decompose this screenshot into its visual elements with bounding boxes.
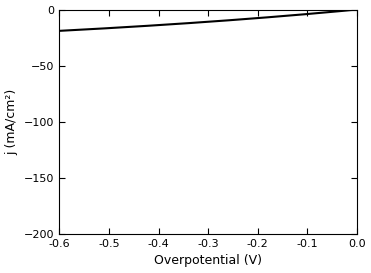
- Y-axis label: j (mA/cm²): j (mA/cm²): [6, 89, 19, 155]
- X-axis label: Overpotential (V): Overpotential (V): [154, 254, 262, 268]
